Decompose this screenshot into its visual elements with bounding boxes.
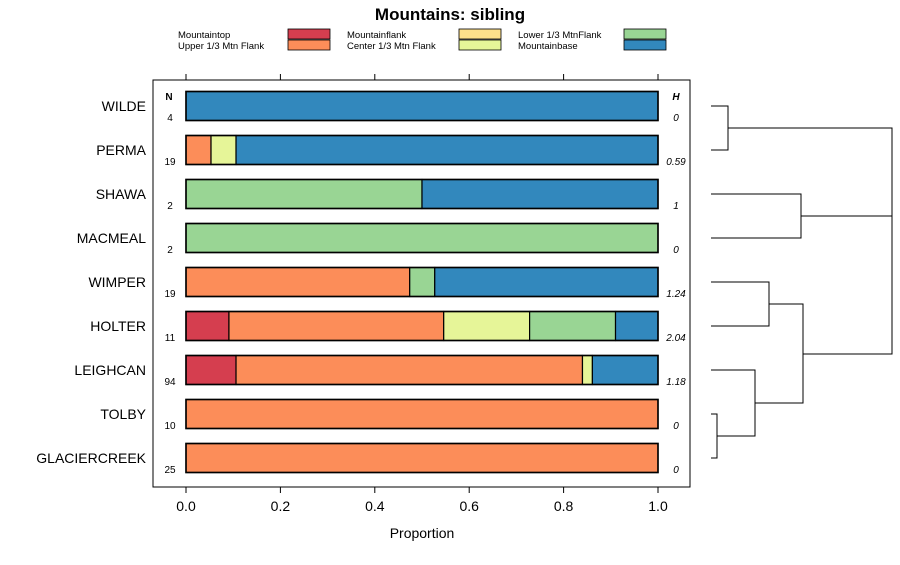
n-value: 2 <box>167 201 173 212</box>
n-value: 2 <box>167 245 173 256</box>
bar-segment <box>185 134 212 166</box>
category-label: HOLTER <box>90 318 146 334</box>
chart-title: Mountains: sibling <box>375 5 525 24</box>
dendrogram-branch <box>803 216 893 355</box>
h-value: 1.18 <box>666 377 686 388</box>
bar-outline <box>185 442 659 474</box>
dendrogram <box>711 105 893 459</box>
bar-segment <box>185 266 411 298</box>
x-tick-label: 0.4 <box>365 498 385 514</box>
bar-outline <box>185 398 659 430</box>
h-value: 0 <box>673 465 679 476</box>
bar-outline <box>185 310 659 342</box>
bar-segment <box>185 178 423 210</box>
dendrogram-branch <box>755 303 804 404</box>
category-label: SHAWA <box>96 186 147 202</box>
bar-segment <box>185 442 659 474</box>
bar-segment <box>235 134 659 166</box>
h-column-header: H <box>672 92 680 103</box>
bar-segment <box>434 266 659 298</box>
legend-swatch <box>458 28 502 40</box>
legend-label: Mountainbase <box>518 41 578 52</box>
bar-segment <box>591 354 659 386</box>
bar-segment <box>210 134 237 166</box>
legend-label: Center 1/3 Mtn Flank <box>347 41 436 52</box>
bar-segment <box>185 222 659 254</box>
legend-label: Upper 1/3 Mtn Flank <box>178 41 264 52</box>
bar-segment <box>185 354 237 386</box>
h-value: 2.04 <box>665 333 686 344</box>
dendrogram-branch <box>711 369 756 437</box>
dendrogram-branch <box>711 281 770 327</box>
x-axis-label: Proportion <box>390 525 455 541</box>
bar-rows: WILDE 4 0 PERMA 19 0.59 SHAWA 2 1 MACMEAL 2 0 WIMPER… <box>36 90 686 476</box>
category-label: WIMPER <box>88 274 146 290</box>
bar-segment <box>235 354 584 386</box>
bar-segment <box>409 266 436 298</box>
x-tick-label: 0.2 <box>271 498 291 514</box>
category-label: MACMEAL <box>77 230 146 246</box>
x-tick-label: 0.0 <box>176 498 196 514</box>
legend-label: Mountaintop <box>178 30 230 41</box>
n-value: 19 <box>164 289 176 300</box>
bar-outline <box>185 90 659 122</box>
plot-frame <box>152 79 691 488</box>
category-label: GLACIERCREEK <box>36 450 146 466</box>
legend-label: Mountainflank <box>347 30 406 41</box>
category-label: LEIGHCAN <box>74 362 146 378</box>
n-value: 4 <box>167 113 173 124</box>
x-tick-label: 0.8 <box>554 498 574 514</box>
bar-outline <box>185 178 659 210</box>
bar-segment <box>185 398 659 430</box>
dendrogram-branch <box>711 105 729 151</box>
n-value: 11 <box>165 333 176 344</box>
legend-swatch <box>287 39 331 51</box>
n-value: 10 <box>164 421 176 432</box>
dendrogram-branch <box>728 127 893 217</box>
h-value: 1 <box>673 201 679 212</box>
bar-segment <box>529 310 617 342</box>
bar-outline <box>185 354 659 386</box>
n-value: 94 <box>164 377 176 388</box>
legend-swatch <box>287 28 331 40</box>
category-label: WILDE <box>102 98 146 114</box>
dendrogram-branch <box>711 413 718 459</box>
bar-outline <box>185 222 659 254</box>
n-value: 19 <box>164 157 176 168</box>
h-value: 0 <box>673 421 679 432</box>
legend-label: Lower 1/3 MtnFlank <box>518 30 602 41</box>
x-tick-label: 0.6 <box>459 498 479 514</box>
legend-swatch <box>623 39 667 51</box>
bar-outline <box>185 134 659 166</box>
bar-segment <box>185 310 230 342</box>
bar-outline <box>185 266 659 298</box>
dendrogram-branch <box>711 193 802 239</box>
category-label: TOLBY <box>100 406 146 422</box>
bar-segment <box>421 178 659 210</box>
bar-segment <box>228 310 445 342</box>
bar-segment <box>614 310 659 342</box>
x-tick-label: 1.0 <box>648 498 668 514</box>
category-label: PERMA <box>96 142 146 158</box>
h-value: 1.24 <box>666 289 686 300</box>
bar-segment <box>185 90 659 122</box>
h-value: 0 <box>673 113 679 124</box>
h-value: 0 <box>673 245 679 256</box>
n-value: 25 <box>164 465 176 476</box>
legend-swatch <box>458 39 502 51</box>
h-value: 0.59 <box>666 157 686 168</box>
x-axis: 0.0 0.2 0.4 0.6 0.8 1.0 <box>176 74 668 514</box>
bar-segment <box>443 310 531 342</box>
legend-swatch <box>623 28 667 40</box>
n-column-header: N <box>165 92 172 103</box>
bar-segment <box>581 354 593 386</box>
